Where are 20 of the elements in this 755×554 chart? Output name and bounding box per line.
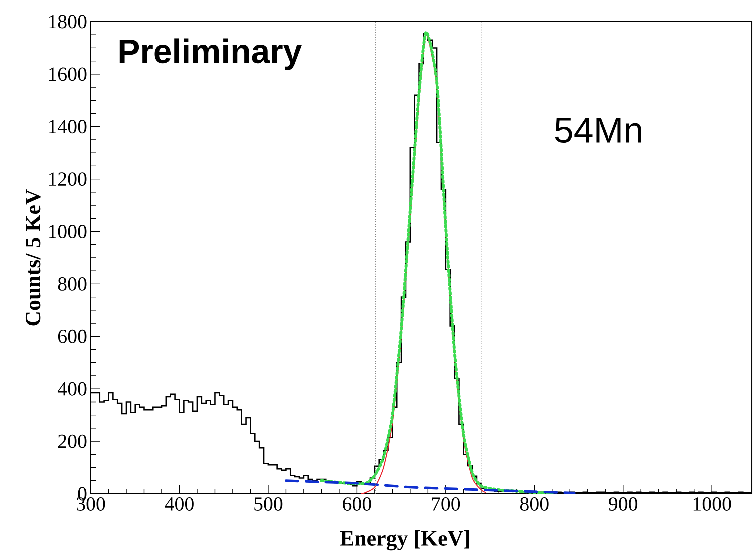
x-tick-label: 700	[432, 498, 460, 511]
x-axis-title: Energy [KeV]	[340, 530, 470, 551]
x-tick-label: 600	[343, 498, 372, 511]
y-tick-label: 800	[58, 278, 87, 291]
annotation: Preliminary	[120, 38, 302, 70]
y-tick-label: 1200	[49, 172, 87, 186]
x-tick-label: 900	[609, 498, 638, 511]
y-axis-title: Counts/ 5 KeV	[26, 189, 41, 326]
x-tick-label: 400	[165, 498, 194, 511]
x-tick-label: 800	[520, 498, 549, 511]
y-tick-label: 1000	[49, 225, 87, 239]
x-tick-label: 500	[254, 498, 283, 511]
y-tick-label: 1800	[49, 15, 87, 29]
y-tick-label: 200	[58, 434, 87, 448]
annotation: 54Mn	[555, 118, 642, 144]
y-tick-label: 600	[58, 330, 87, 344]
x-tick-label: 1000	[694, 498, 732, 511]
y-tick-label: 1400	[49, 120, 87, 134]
y-tick-label: 1600	[49, 68, 87, 82]
y-tick-label: 400	[58, 382, 87, 396]
